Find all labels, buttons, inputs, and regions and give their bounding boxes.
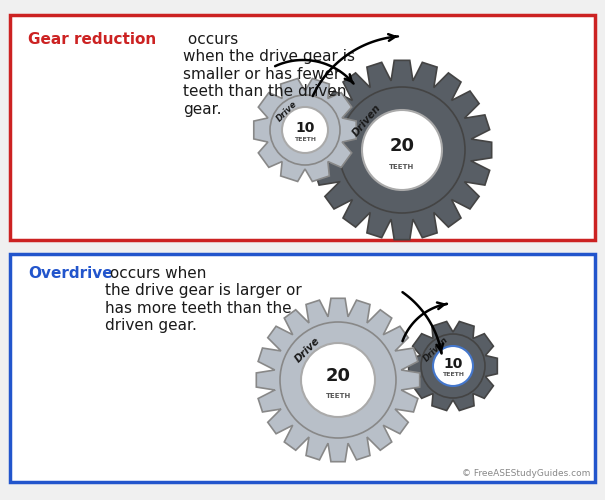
Text: occurs when
the drive gear is larger or
has more teeth than the
driven gear.: occurs when the drive gear is larger or …	[105, 266, 302, 333]
Circle shape	[282, 107, 328, 153]
Circle shape	[433, 346, 473, 386]
Polygon shape	[408, 322, 497, 410]
Text: Drive: Drive	[293, 336, 322, 364]
Circle shape	[280, 322, 396, 438]
Text: Driven: Driven	[422, 336, 451, 363]
Text: TEETH: TEETH	[325, 392, 351, 398]
FancyBboxPatch shape	[10, 254, 595, 482]
Text: Driven: Driven	[350, 102, 382, 138]
Text: TEETH: TEETH	[390, 164, 414, 170]
FancyBboxPatch shape	[10, 15, 595, 240]
Text: 10: 10	[295, 120, 315, 134]
Circle shape	[362, 110, 442, 190]
Text: TEETH: TEETH	[294, 137, 316, 142]
Text: 20: 20	[325, 368, 350, 386]
Circle shape	[339, 87, 465, 213]
Circle shape	[270, 95, 340, 165]
Text: 10: 10	[443, 357, 463, 371]
Text: © FreeASEStudyGuides.com: © FreeASEStudyGuides.com	[462, 469, 590, 478]
Circle shape	[421, 334, 485, 398]
Circle shape	[301, 343, 375, 417]
Text: Gear reduction: Gear reduction	[28, 32, 156, 47]
Text: TEETH: TEETH	[442, 372, 464, 377]
Text: Overdrive: Overdrive	[28, 266, 113, 281]
Text: Drive: Drive	[275, 100, 299, 124]
Polygon shape	[253, 78, 356, 182]
Text: occurs
when the drive gear is
smaller or has fewer
teeth than the driven
gear.: occurs when the drive gear is smaller or…	[183, 32, 355, 116]
Text: 20: 20	[390, 137, 414, 155]
Polygon shape	[312, 60, 492, 240]
Polygon shape	[257, 298, 420, 462]
